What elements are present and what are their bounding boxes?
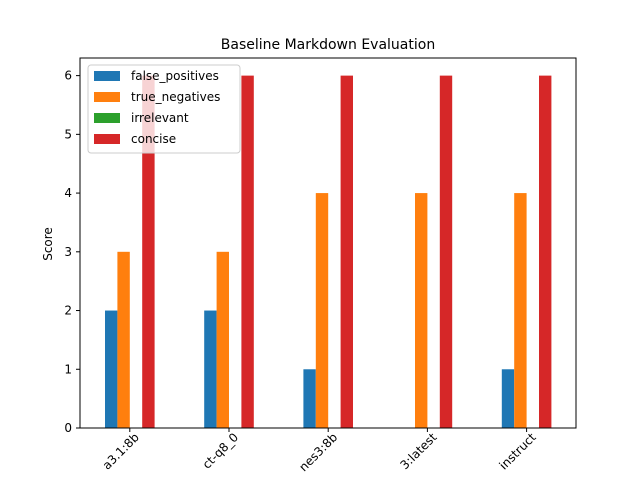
x-tick-label: 3:latest (398, 430, 440, 472)
y-tick-label: 3 (64, 245, 72, 259)
y-tick-label: 6 (64, 69, 72, 83)
x-tick-label: instruct (496, 430, 538, 472)
plot-frame (79, 57, 577, 429)
bar-false_positives-1 (204, 310, 217, 428)
x-axis: a3.1:8b ct-q8_0 nes3:8b 3:latest instruct (100, 428, 539, 474)
bar-true_negatives-4 (514, 193, 527, 428)
bar-true_negatives-0 (117, 251, 130, 428)
y-tick-label: 5 (64, 127, 72, 141)
legend-swatch-irrelevant (94, 113, 120, 123)
bar-true_negatives-2 (315, 193, 329, 428)
legend-box (87, 64, 241, 154)
bar-false_positives-0 (105, 310, 118, 428)
bar-concise-1 (241, 75, 254, 428)
x-tick-label: a3.1:8b (100, 430, 142, 472)
legend-label-false_positives: false_positives (131, 69, 219, 83)
y-tick-label: 0 (64, 421, 72, 435)
y-axis-label: Score (41, 227, 55, 261)
legend-swatch-false_positives (94, 71, 120, 81)
bar-concise-4 (539, 75, 552, 428)
bar-true_negatives-3 (415, 193, 428, 428)
legend-label-concise: concise (131, 132, 176, 146)
legend: false_positives true_negatives irrelevant c… (87, 64, 241, 154)
chart-title: Baseline Markdown Evaluation (221, 37, 435, 53)
bar-concise-0 (142, 75, 155, 428)
bar-concise-2 (340, 75, 353, 428)
y-tick-label: 1 (64, 362, 72, 376)
x-tick-label: nes3:8b (296, 430, 340, 474)
legend-label-true_negatives: true_negatives (131, 90, 220, 104)
y-axis: 0 1 2 3 4 5 6 (64, 69, 80, 435)
y-tick-label: 4 (64, 186, 72, 200)
x-tick-label: ct-q8_0 (200, 430, 241, 471)
bar-false_positives-4 (501, 369, 515, 428)
legend-swatch-concise (94, 134, 120, 144)
bar-false_positives-2 (303, 369, 316, 428)
legend-label-irrelevant: irrelevant (131, 111, 189, 125)
y-tick-label: 2 (64, 304, 72, 318)
bars-group (105, 75, 552, 428)
legend-swatch-true_negatives (94, 92, 120, 102)
bar-true_negatives-1 (216, 251, 229, 428)
bar-concise-3 (439, 75, 453, 428)
